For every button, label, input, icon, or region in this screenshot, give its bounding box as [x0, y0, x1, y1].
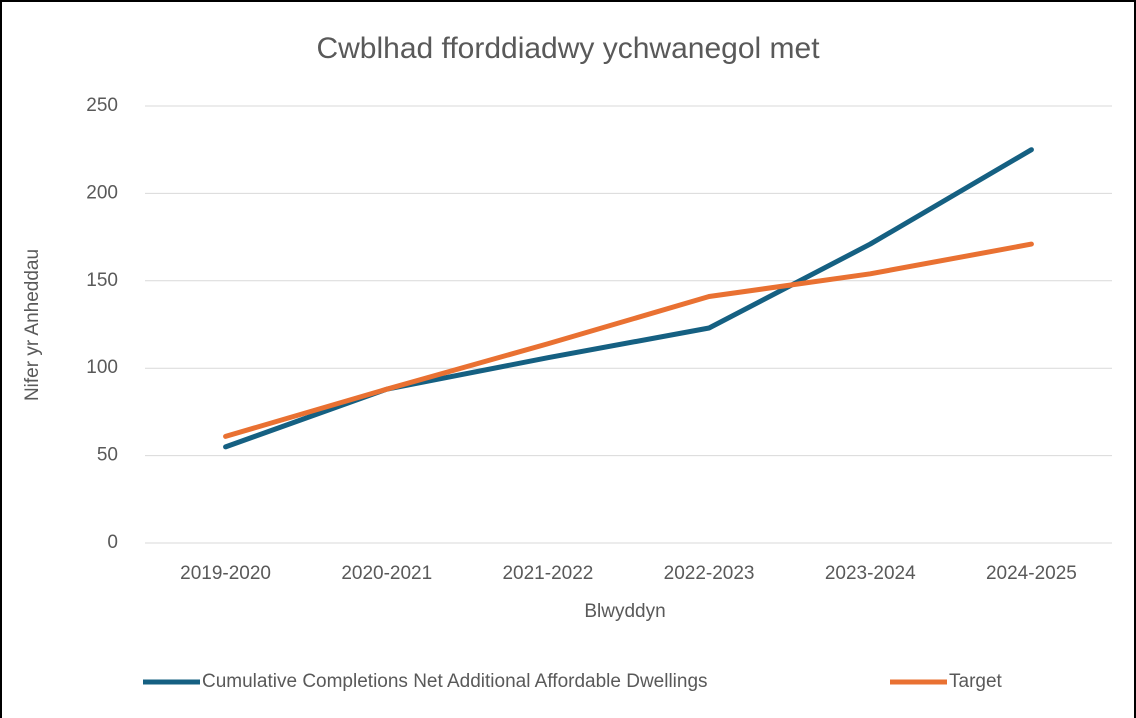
legend-label: Target: [949, 671, 1003, 692]
x-tick-label: 2019-2020: [180, 563, 271, 584]
chart-title: Cwblhad fforddiadwy ychwanegol met: [316, 32, 820, 65]
x-tick-label: 2021-2022: [502, 563, 593, 584]
x-tick-label: 2022-2023: [664, 563, 755, 584]
series-line: [223, 241, 1034, 439]
y-tick-label: 150: [86, 270, 118, 291]
y-tick-label: 100: [86, 357, 118, 378]
y-tick-label: 0: [107, 532, 118, 553]
y-tick-label: 50: [97, 445, 118, 466]
y-axis-label: Nifer yr Anheddau: [22, 249, 43, 401]
x-axis-label: Blwyddyn: [584, 601, 665, 622]
x-tick-label: 2023-2024: [825, 563, 916, 584]
x-tick-label: 2024-2025: [986, 563, 1077, 584]
legend-label: Cumulative Completions Net Additional Af…: [202, 671, 708, 692]
y-tick-label: 250: [86, 95, 118, 116]
y-tick-label: 200: [86, 182, 118, 203]
x-tick-label: 2020-2021: [341, 563, 432, 584]
